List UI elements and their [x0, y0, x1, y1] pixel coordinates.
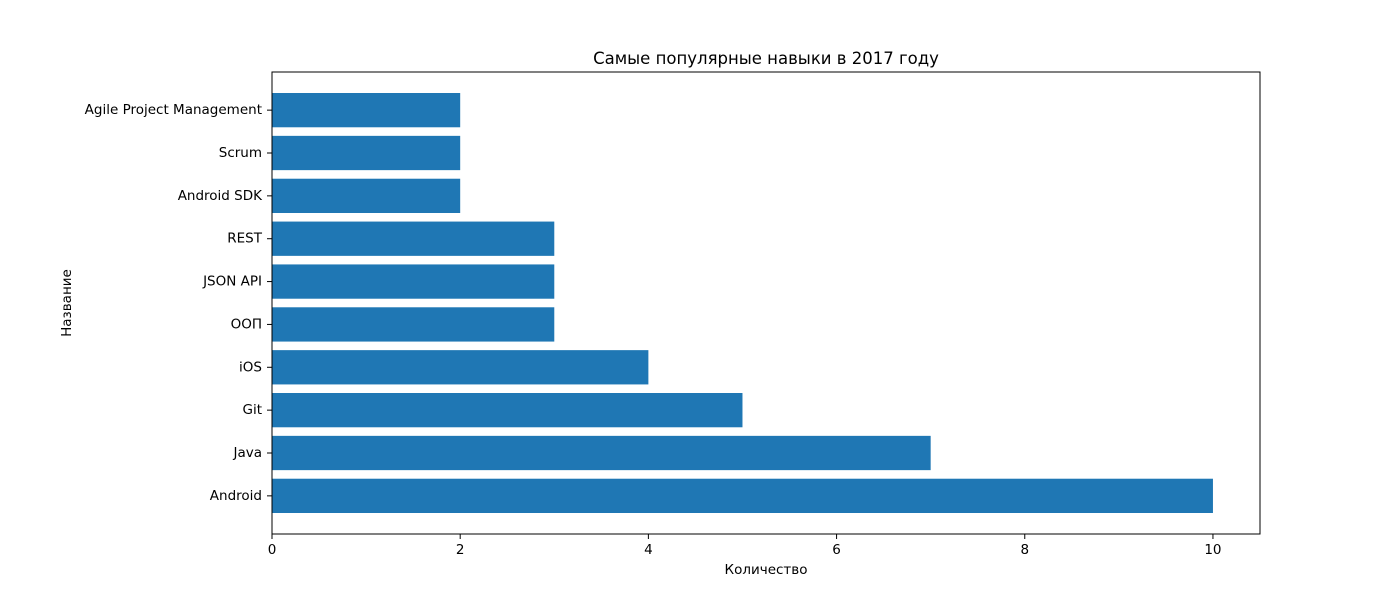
x-tick-label: 2 — [456, 542, 465, 558]
y-tick-label: JSON API — [202, 274, 262, 290]
y-ticks-group: Android Java Git iOS ООП JSON API REST Android … — [85, 102, 272, 504]
bar-agile-project-management — [272, 93, 461, 128]
bar-json-api — [272, 264, 555, 299]
axes-frame — [271, 71, 1261, 535]
bar-rest — [272, 221, 555, 256]
bar-scrum — [272, 135, 461, 171]
bars-group — [272, 93, 1213, 513]
x-axis-label: Количество — [724, 562, 807, 578]
y-tick-label: iOS — [239, 359, 262, 375]
x-tick-label: 4 — [644, 542, 653, 558]
y-tick-label: Java — [232, 445, 262, 461]
y-tick-label: Android SDK — [178, 188, 263, 204]
y-tick-label: ООП — [231, 316, 262, 332]
x-tick-label: 10 — [1204, 542, 1221, 558]
bar-android — [272, 478, 1213, 513]
bar-git — [272, 393, 743, 428]
y-tick-label: REST — [227, 231, 262, 247]
bar-ооп — [272, 307, 555, 342]
x-tick-label: 6 — [832, 542, 841, 558]
bar-android-sdk — [272, 178, 461, 213]
chart-title: Самые популярные навыки в 2017 году — [593, 49, 939, 68]
y-tick-label: Agile Project Management — [85, 102, 262, 118]
bar-java — [272, 435, 931, 471]
bar-ios — [272, 350, 649, 385]
x-tick-label: 0 — [268, 542, 277, 558]
y-tick-label: Scrum — [219, 145, 262, 161]
x-ticks-group: 0 2 4 6 8 10 — [268, 534, 1222, 558]
y-tick-label: Android — [210, 488, 262, 504]
x-tick-label: 8 — [1020, 542, 1029, 558]
y-axis-label: Название — [59, 269, 75, 337]
y-tick-label: Git — [242, 402, 262, 418]
